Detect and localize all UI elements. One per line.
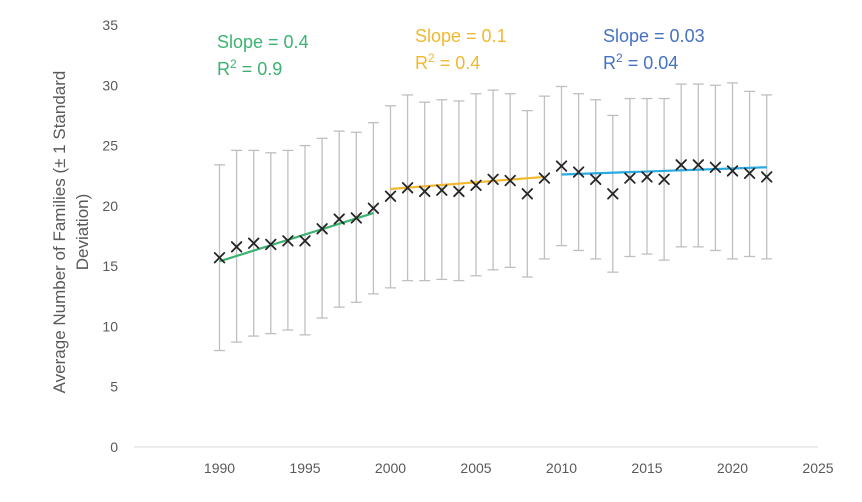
data-point [590,173,602,186]
data-point [401,182,414,194]
trend-annotation: Slope = 0.03 R2 = 0.04 [603,26,705,73]
data-point [418,185,431,198]
data-point [265,238,277,251]
trend-annotation: Slope = 0.4 R2 = 0.9 [217,32,309,79]
error-bars [214,82,773,352]
y-tick-label: 30 [102,77,118,93]
y-tick-label: 10 [102,318,118,334]
y-tick-label: 5 [110,379,118,395]
data-point [350,212,363,224]
slope-label: Slope = 0.1 [415,26,507,46]
x-tick-label: 1990 [204,460,235,476]
x-tick-labels: 1990 1995 2000 2005 2010 2015 2020 2025 [204,460,834,476]
x-tick-label: 2015 [631,460,662,476]
data-point [333,213,345,225]
y-axis-title-line-1: Average Number of Families (± 1 Standard [50,71,69,394]
data-point [316,223,328,235]
data-point [726,165,739,177]
data-point [384,190,397,202]
y-tick-label: 25 [102,138,118,154]
data-point [436,184,448,196]
y-axis-title-line-2: Deviation) [73,194,92,271]
data-point [282,235,294,247]
data-point [641,171,653,183]
x-tick-label: 2020 [717,460,748,476]
y-tick-label: 20 [102,198,118,214]
x-tick-label: 2000 [375,460,406,476]
data-point [247,237,260,249]
trend-annotation: Slope = 0.1 R2 = 0.4 [415,26,507,73]
data-point [624,172,636,184]
trendline [561,166,767,176]
slope-label: Slope = 0.03 [603,26,705,46]
y-tick-label: 0 [110,439,118,455]
data-point [692,159,704,171]
data-point [213,252,226,264]
data-point [709,161,722,173]
data-point [658,173,670,186]
data-point [504,174,516,187]
y-tick-label: 15 [102,258,118,274]
data-point [607,188,619,200]
y-tick-labels: 0 5 10 15 20 25 30 35 [102,17,118,455]
trendlines [219,166,767,263]
r-squared-label: R2 = 0.4 [415,51,480,73]
slope-label: Slope = 0.4 [217,32,309,52]
y-axis-title: Average Number of Families (± 1 Standard… [50,71,92,394]
data-point [555,160,568,172]
x-tick-label: 2010 [546,460,577,476]
y-tick-label: 35 [102,17,118,33]
data-point [761,171,773,183]
data-point [572,166,585,178]
data-point [230,241,243,253]
trendline [219,212,374,263]
data-point [367,202,380,214]
data-point [487,173,499,186]
data-point [743,167,756,180]
r-squared-label: R2 = 0.9 [217,57,282,79]
data-point [453,185,465,198]
data-point [470,179,482,192]
data-point [675,159,687,171]
data-markers [213,159,773,264]
x-tick-label: 1995 [289,460,320,476]
trendline [390,175,545,191]
x-tick-label: 2025 [802,460,833,476]
data-point [299,235,311,247]
r-squared-label: R2 = 0.04 [603,51,678,73]
data-point [538,172,551,184]
data-point [521,188,533,200]
x-tick-label: 2005 [460,460,491,476]
